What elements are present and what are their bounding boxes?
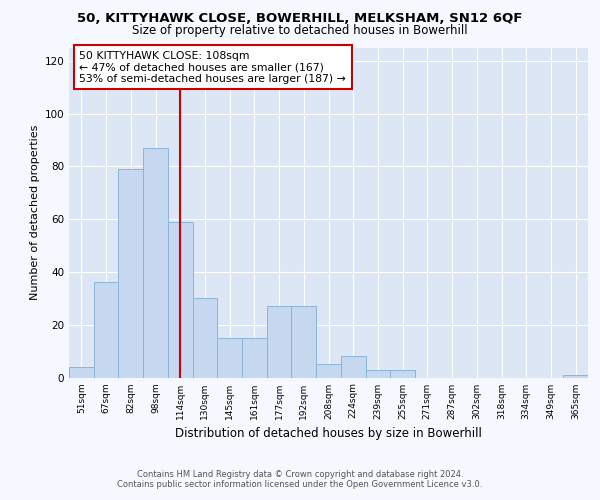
Bar [118, 169, 143, 378]
Text: 50, KITTYHAWK CLOSE, BOWERHILL, MELKSHAM, SN12 6QF: 50, KITTYHAWK CLOSE, BOWERHILL, MELKSHAM… [77, 12, 523, 26]
Bar [292, 306, 316, 378]
Text: Contains public sector information licensed under the Open Government Licence v3: Contains public sector information licen… [118, 480, 482, 489]
Bar [217, 338, 242, 378]
Bar [341, 356, 365, 378]
Bar [143, 148, 168, 378]
Bar [69, 367, 94, 378]
Bar [242, 338, 267, 378]
Text: Size of property relative to detached houses in Bowerhill: Size of property relative to detached ho… [132, 24, 468, 37]
Y-axis label: Number of detached properties: Number of detached properties [30, 125, 40, 300]
Bar [563, 375, 588, 378]
Bar [365, 370, 390, 378]
X-axis label: Distribution of detached houses by size in Bowerhill: Distribution of detached houses by size … [175, 427, 482, 440]
Text: 50 KITTYHAWK CLOSE: 108sqm
← 47% of detached houses are smaller (167)
53% of sem: 50 KITTYHAWK CLOSE: 108sqm ← 47% of deta… [79, 51, 346, 84]
Bar [168, 222, 193, 378]
Bar [316, 364, 341, 378]
Text: Contains HM Land Registry data © Crown copyright and database right 2024.: Contains HM Land Registry data © Crown c… [137, 470, 463, 479]
Bar [267, 306, 292, 378]
Bar [94, 282, 118, 378]
Bar [193, 298, 217, 378]
Bar [390, 370, 415, 378]
